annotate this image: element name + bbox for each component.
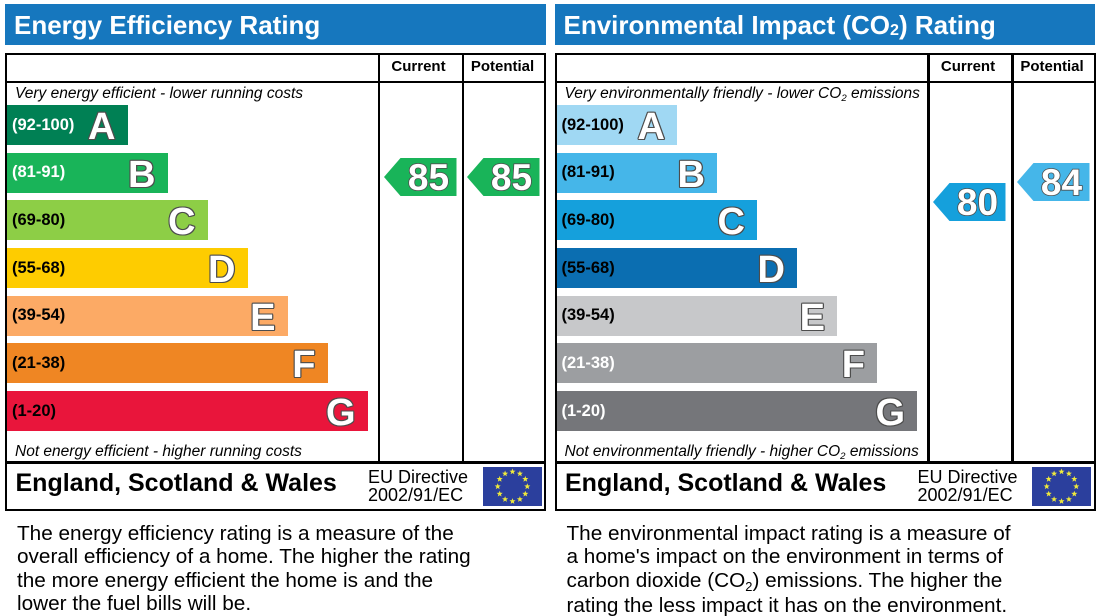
svg-text:84: 84 — [1041, 163, 1083, 201]
svg-text:85: 85 — [408, 158, 449, 196]
svg-text:85: 85 — [491, 158, 532, 196]
svg-text:80: 80 — [957, 183, 998, 221]
